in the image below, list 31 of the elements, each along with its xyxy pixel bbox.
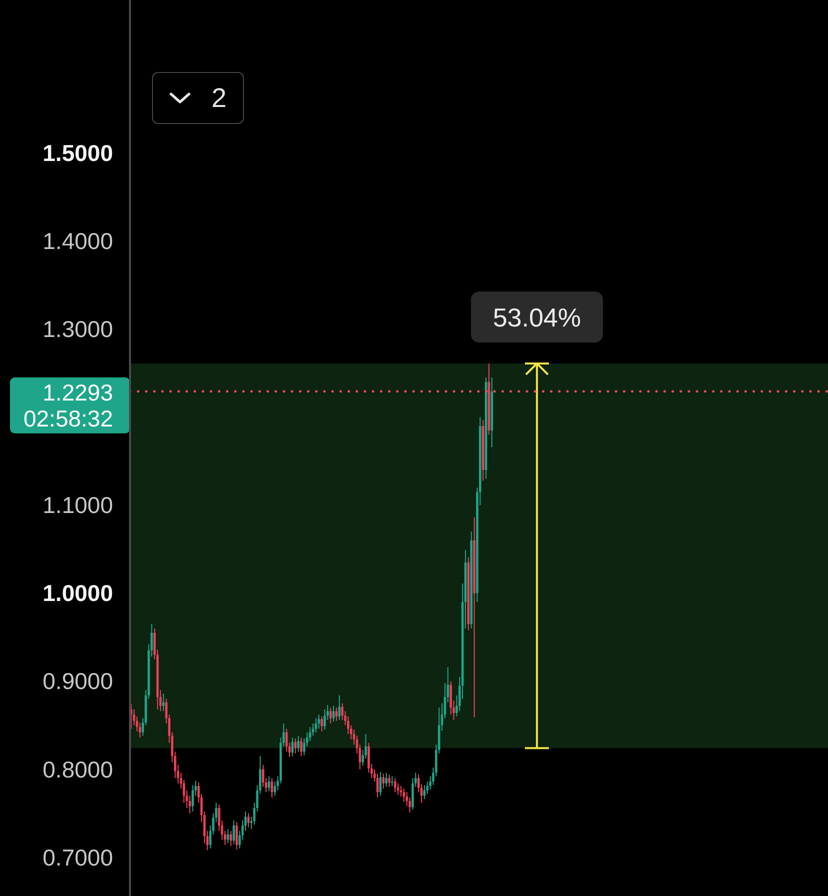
dropdown-button: 2 [152,72,244,124]
annotation: 2 [211,83,227,113]
candlestick [232,820,235,845]
y-tick-label: 0.7000 [42,844,113,870]
y-tick-label: 1.0000 [42,580,113,606]
candlestick [385,772,388,788]
candlestick [324,708,326,730]
y-tick-label: 1.4000 [42,228,113,254]
candlestick [338,694,341,720]
y-tick-label: 1.5000 [42,140,113,166]
candlestick [297,735,300,752]
candlestick [192,784,194,812]
candlestick [382,773,385,790]
candlestick [335,707,338,722]
candlestick [236,822,238,850]
candlestick [230,830,232,846]
y-tick-label: 0.9000 [42,668,113,694]
candlestick [402,788,406,802]
y-tick-label: 1.1000 [42,492,113,518]
candlestick [318,714,320,730]
y-tick-label: 1.3000 [42,316,113,342]
ref-line-label: 1.2293 [42,379,113,406]
band-label: 53.04% [492,302,582,333]
candlestick [320,716,323,732]
text: 02:58:32 [23,405,113,432]
candlestick [300,737,302,757]
candlestick [314,718,318,733]
y-tick-label: 0.8000 [42,756,113,782]
candlestick [388,774,390,788]
candlestick [294,738,297,754]
candlestick [391,776,394,786]
